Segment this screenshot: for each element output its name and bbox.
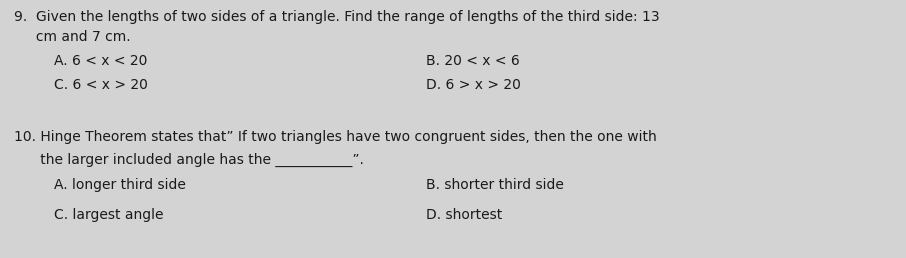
Text: B. shorter third side: B. shorter third side (426, 178, 564, 192)
Text: C. largest angle: C. largest angle (54, 208, 164, 222)
Text: the larger included angle has the ___________”.: the larger included angle has the ______… (14, 153, 363, 167)
Text: C. 6 < x > 20: C. 6 < x > 20 (54, 78, 149, 92)
Text: D. shortest: D. shortest (426, 208, 502, 222)
Text: 10. Hinge Theorem states that” If two triangles have two congruent sides, then t: 10. Hinge Theorem states that” If two tr… (14, 130, 656, 144)
Text: B. 20 < x < 6: B. 20 < x < 6 (426, 54, 519, 68)
Text: A. 6 < x < 20: A. 6 < x < 20 (54, 54, 148, 68)
Text: 9.  Given the lengths of two sides of a triangle. Find the range of lengths of t: 9. Given the lengths of two sides of a t… (14, 10, 660, 24)
Text: D. 6 > x > 20: D. 6 > x > 20 (426, 78, 521, 92)
Text: cm and 7 cm.: cm and 7 cm. (14, 30, 130, 44)
Text: A. longer third side: A. longer third side (54, 178, 187, 192)
